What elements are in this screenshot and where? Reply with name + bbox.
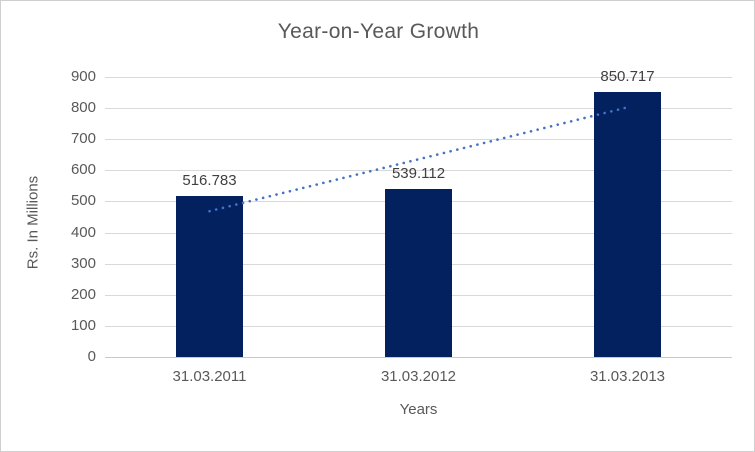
x-tick-label: 31.03.2011 bbox=[172, 368, 247, 385]
plot-area bbox=[105, 77, 732, 358]
y-tick-label: 800 bbox=[70, 99, 96, 117]
y-tick-label: 0 bbox=[87, 348, 96, 365]
y-gridline bbox=[105, 170, 732, 171]
x-axis-title: Years bbox=[399, 401, 438, 418]
y-tick-label: 500 bbox=[70, 192, 96, 210]
y-tick-label: 900 bbox=[70, 68, 96, 85]
y-gridline bbox=[105, 139, 732, 140]
x-tick-label: 31.03.2012 bbox=[380, 368, 457, 385]
y-tick-label: 200 bbox=[70, 285, 96, 303]
y-tick-label: 400 bbox=[70, 223, 96, 241]
bar bbox=[176, 196, 243, 357]
trendline-svg bbox=[208, 106, 629, 213]
y-tick-label: 100 bbox=[70, 316, 96, 334]
chart-title: Year-on-Year Growth bbox=[277, 20, 480, 43]
y-gridline bbox=[105, 77, 732, 78]
y-gridline bbox=[105, 108, 732, 109]
trendline bbox=[208, 106, 629, 213]
bar bbox=[594, 92, 661, 357]
y-tick-label: 300 bbox=[70, 254, 96, 272]
bar-data-label: 516.783 bbox=[182, 172, 237, 190]
y-tick-label: 600 bbox=[70, 161, 96, 179]
bar bbox=[385, 189, 452, 357]
x-axis-line bbox=[105, 357, 732, 358]
y-tick-label: 700 bbox=[70, 130, 96, 148]
bar-data-label: 539.112 bbox=[391, 165, 446, 183]
bar-data-label: 850.717 bbox=[600, 68, 655, 86]
x-tick-label: 31.03.2013 bbox=[589, 368, 666, 385]
